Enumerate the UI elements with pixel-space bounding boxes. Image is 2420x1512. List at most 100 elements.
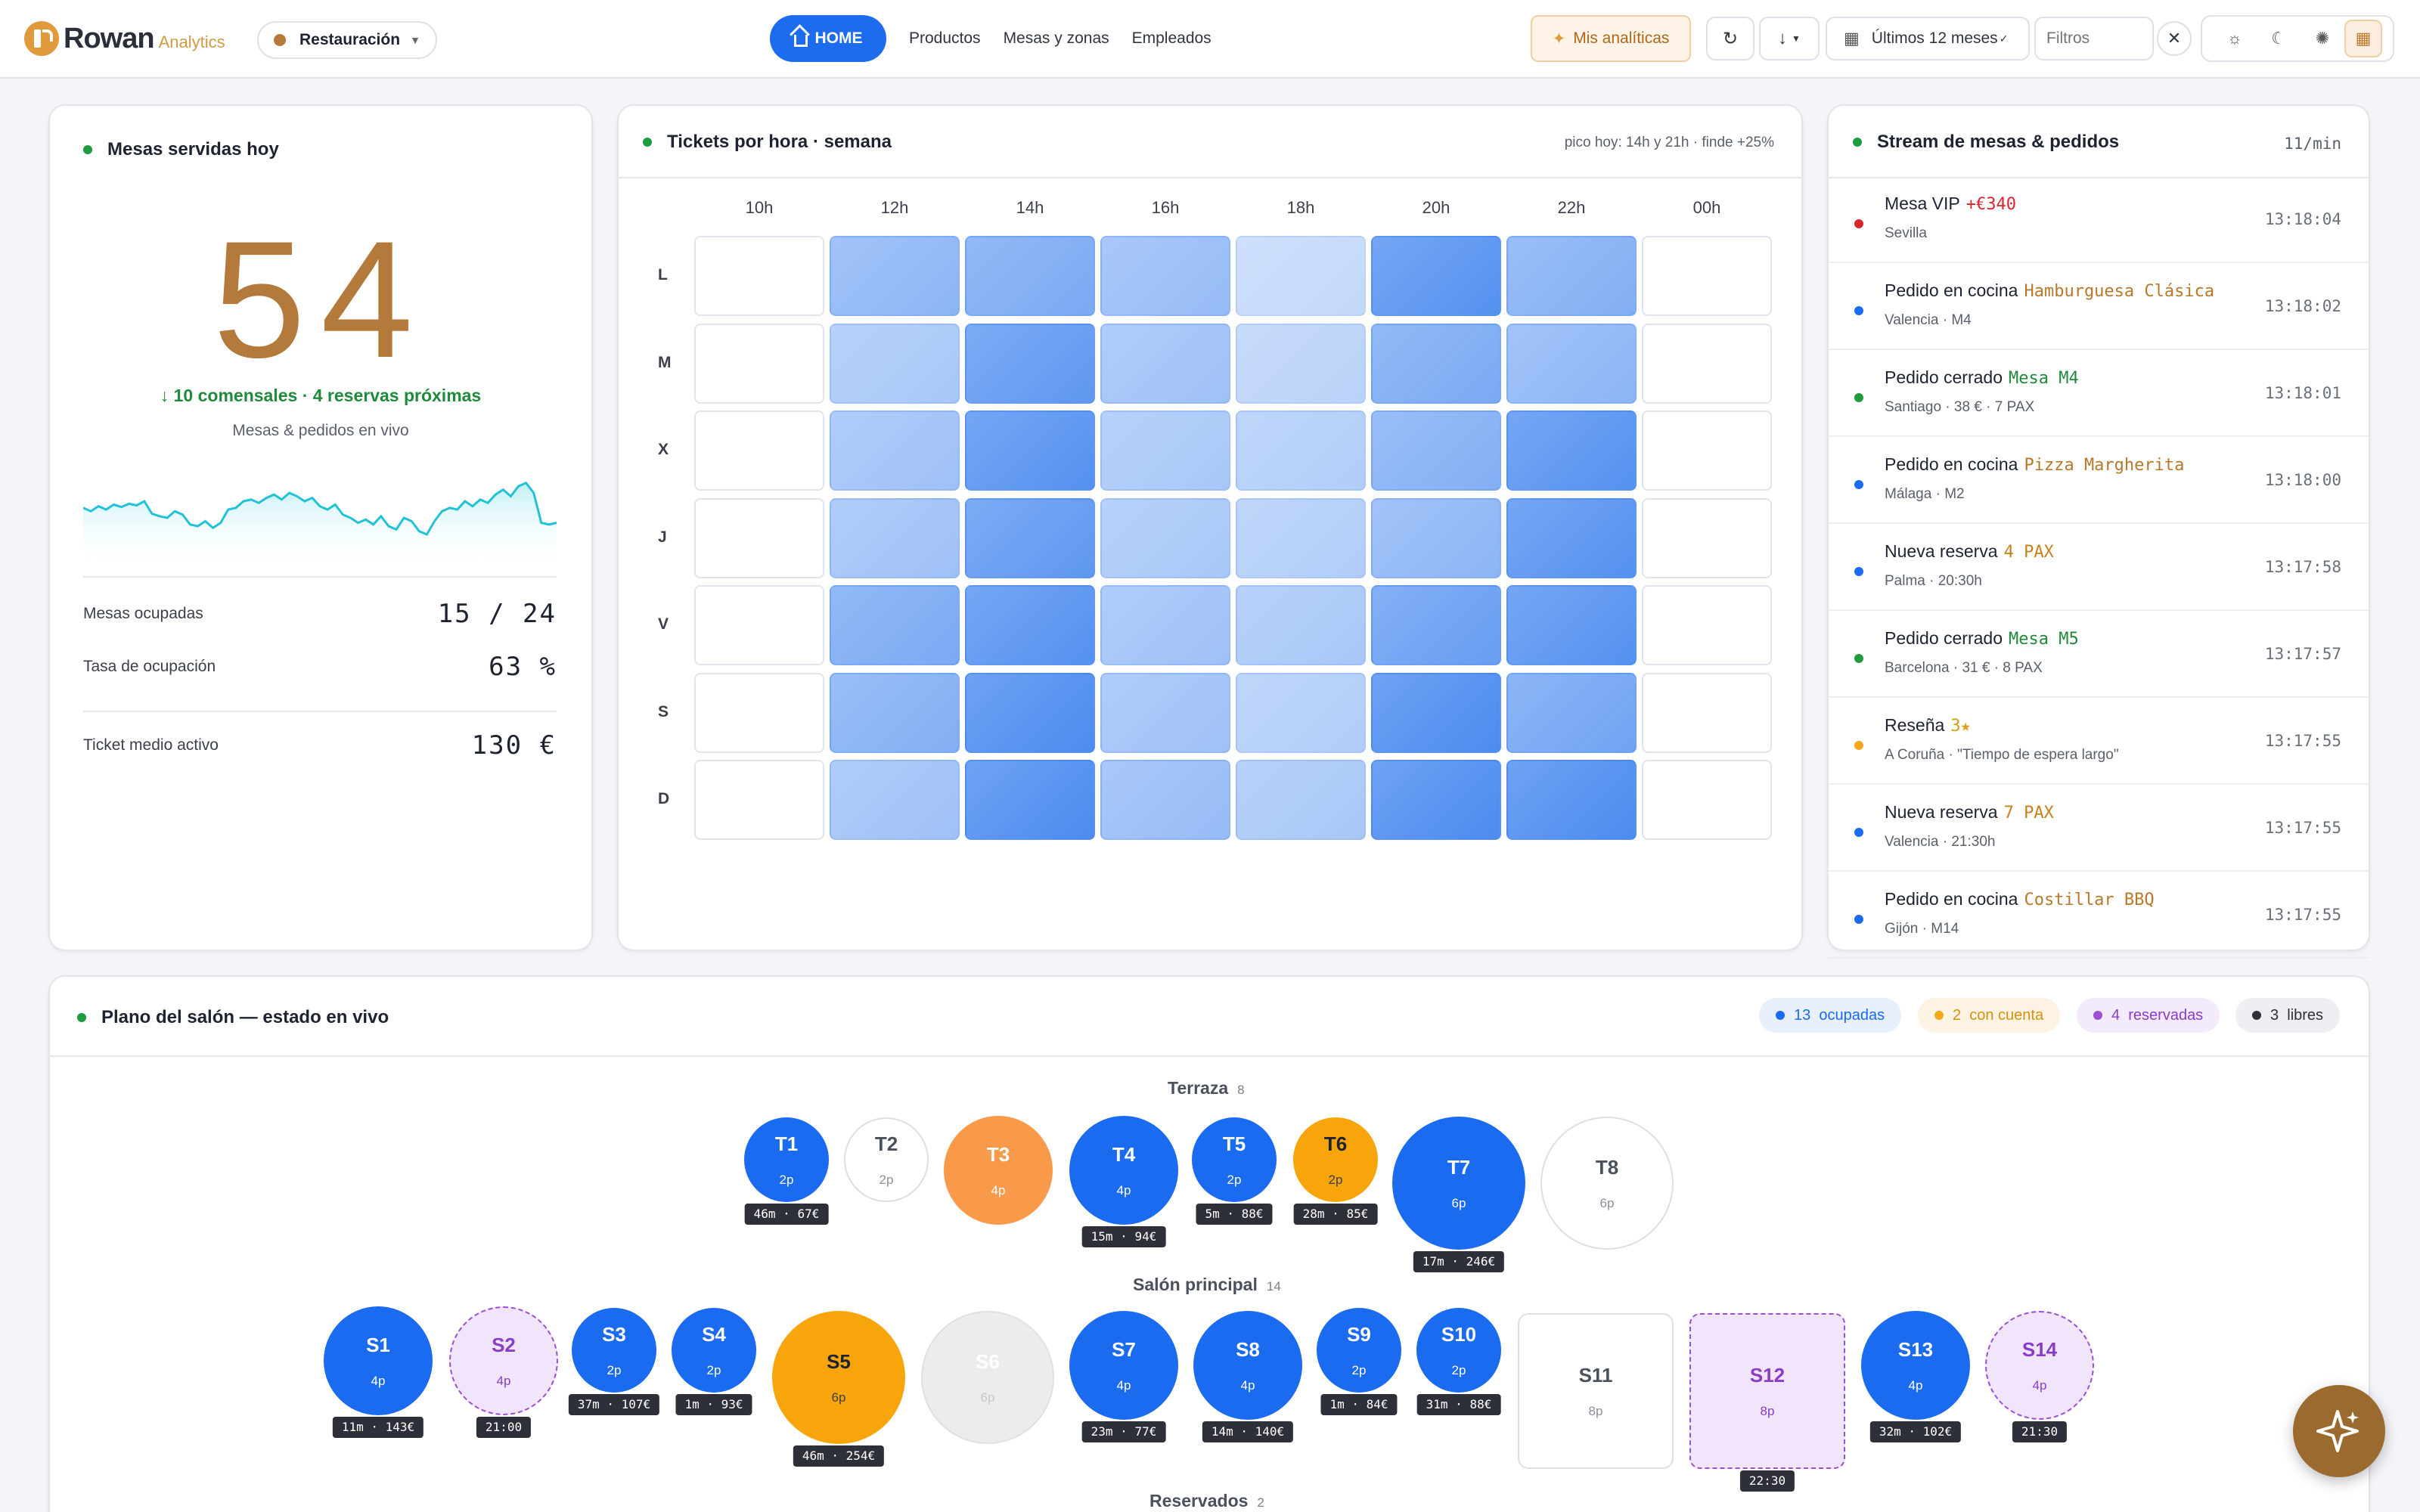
table-s10[interactable]: S10 2p <box>1416 1308 1501 1393</box>
legend-libres[interactable]: 3 libres <box>2235 998 2341 1033</box>
heatmap-cell[interactable] <box>965 411 1095 491</box>
nav-home[interactable]: HOME <box>770 15 886 62</box>
heatmap-cell[interactable] <box>694 672 824 753</box>
heatmap-cell[interactable] <box>1506 585 1637 665</box>
heatmap-cell[interactable] <box>1100 236 1230 316</box>
heatmap-cell[interactable] <box>1236 585 1366 665</box>
heatmap-cell[interactable] <box>1371 236 1501 316</box>
heatmap-cell[interactable] <box>830 236 960 316</box>
heatmap-cell[interactable] <box>694 323 824 404</box>
stream-item[interactable]: Pedido en cocina Hamburguesa Clásica Valen… <box>1829 264 2369 350</box>
table-s11[interactable]: S11 8p <box>1518 1313 1674 1469</box>
heatmap-cell[interactable] <box>830 411 960 491</box>
heatmap-cell[interactable] <box>694 411 824 491</box>
filters-input[interactable] <box>2034 17 2154 60</box>
nav-empleados[interactable]: Empleados <box>1131 29 1212 47</box>
heatmap-cell[interactable] <box>694 497 824 578</box>
heatmap-cell[interactable] <box>1371 323 1501 404</box>
stream-item[interactable]: Reseña 3★ A Coruña · "Tiempo de espera lar… <box>1829 699 2369 785</box>
sort-button[interactable]: ↓ ▼ <box>1759 17 1820 60</box>
heatmap-cell[interactable] <box>965 672 1095 753</box>
sun-icon[interactable]: ☼ <box>2226 29 2243 48</box>
heatmap-cell[interactable] <box>1371 497 1501 578</box>
period-select[interactable]: ▦ Últimos 12 meses ✓ <box>1826 17 2030 60</box>
heatmap-cell[interactable] <box>1236 760 1366 840</box>
refresh-button[interactable]: ↻ <box>1706 17 1754 60</box>
table-t2[interactable]: T2 2p <box>844 1117 929 1202</box>
table-t5[interactable]: T5 2p <box>1192 1117 1277 1202</box>
heatmap-cell[interactable] <box>1642 323 1772 404</box>
heatmap-cell[interactable] <box>1100 585 1230 665</box>
heatmap-cell[interactable] <box>1642 585 1772 665</box>
heatmap-cell[interactable] <box>1642 411 1772 491</box>
nav-mesas-zonas[interactable]: Mesas y zonas <box>1003 29 1109 47</box>
heatmap-cell[interactable] <box>1642 497 1772 578</box>
segment-select[interactable]: Restauración ▼ <box>257 21 437 59</box>
table-t6[interactable]: T6 2p <box>1293 1117 1378 1202</box>
heatmap-cell[interactable] <box>1506 323 1637 404</box>
auto-theme-icon[interactable]: ✺ <box>2315 29 2330 48</box>
table-t1[interactable]: T1 2p <box>744 1117 829 1202</box>
heatmap-cell[interactable] <box>965 236 1095 316</box>
table-s9[interactable]: S9 2p <box>1317 1308 1401 1393</box>
heatmap-cell[interactable] <box>1506 497 1637 578</box>
stream-item[interactable]: Pedido en cocina Costillar BBQ Gijón · M14… <box>1829 872 2369 959</box>
heatmap-cell[interactable] <box>694 760 824 840</box>
heatmap-cell[interactable] <box>830 497 960 578</box>
heatmap-cell[interactable] <box>965 585 1095 665</box>
heatmap-cell[interactable] <box>1642 236 1772 316</box>
heatmap-cell[interactable] <box>1236 411 1366 491</box>
heatmap-cell[interactable] <box>1371 672 1501 753</box>
nav-productos[interactable]: Productos <box>909 29 981 47</box>
legend-reservadas[interactable]: 4 reservadas <box>2077 998 2220 1033</box>
table-s2[interactable]: S2 4p <box>449 1306 558 1415</box>
heatmap-cell[interactable] <box>830 672 960 753</box>
heatmap-cell[interactable] <box>694 236 824 316</box>
table-s13[interactable]: S13 4p <box>1861 1311 1970 1420</box>
heatmap-cell[interactable] <box>694 585 824 665</box>
table-s8[interactable]: S8 4p <box>1193 1311 1302 1420</box>
heatmap-cell[interactable] <box>830 585 960 665</box>
heatmap-cell[interactable] <box>1236 497 1366 578</box>
table-s6[interactable]: S6 6p <box>921 1311 1054 1444</box>
heatmap-cell[interactable] <box>1236 672 1366 753</box>
stream-item[interactable]: Nueva reserva 7 PAX Valencia · 21:30h 13:17… <box>1829 785 2369 872</box>
heatmap-cell[interactable] <box>1100 760 1230 840</box>
moon-icon[interactable]: ☾ <box>2271 29 2286 48</box>
heatmap-cell[interactable] <box>1236 323 1366 404</box>
heatmap-cell[interactable] <box>1642 672 1772 753</box>
heatmap-cell[interactable] <box>830 760 960 840</box>
heatmap-cell[interactable] <box>1100 411 1230 491</box>
table-s7[interactable]: S7 4p <box>1069 1311 1178 1420</box>
stream-item[interactable]: Pedido cerrado Mesa M5 Barcelona · 31 € · … <box>1829 612 2369 698</box>
clear-filters-button[interactable]: ✕ <box>2157 21 2192 56</box>
stream-item[interactable]: Mesa VIP +€340 Sevilla 13:18:04 <box>1829 177 2369 263</box>
heatmap-cell[interactable] <box>1236 236 1366 316</box>
heatmap-cell[interactable] <box>1100 672 1230 753</box>
table-s1[interactable]: S1 4p <box>324 1306 433 1415</box>
stream-item[interactable]: Pedido cerrado Mesa M4 Santiago · 38 € · 7… <box>1829 351 2369 437</box>
analytics-button[interactable]: ✦ Mis analíticas <box>1531 15 1691 62</box>
heatmap-cell[interactable] <box>1506 760 1637 840</box>
table-t7[interactable]: T7 6p <box>1392 1117 1525 1250</box>
heatmap-cell[interactable] <box>1100 497 1230 578</box>
table-s14[interactable]: S14 4p <box>1985 1311 2094 1420</box>
heatmap-cell[interactable] <box>965 497 1095 578</box>
table-s5[interactable]: S5 6p <box>772 1311 905 1444</box>
heatmap-cell[interactable] <box>1371 411 1501 491</box>
legend-ocupadas[interactable]: 13 ocupadas <box>1759 998 1902 1033</box>
heatmap-cell[interactable] <box>965 760 1095 840</box>
heatmap-cell[interactable] <box>1371 760 1501 840</box>
logo[interactable]: Rowan Analytics <box>24 21 225 56</box>
heatmap-cell[interactable] <box>830 323 960 404</box>
grid-icon[interactable]: ▦ <box>2344 20 2382 57</box>
legend-con-cuenta[interactable]: 2 con cuenta <box>1918 998 2061 1033</box>
table-s12[interactable]: S12 8p <box>1689 1313 1845 1469</box>
heatmap-cell[interactable] <box>1371 585 1501 665</box>
stream-item[interactable]: Pedido en cocina Pizza Margherita Málaga ·… <box>1829 438 2369 524</box>
heatmap-cell[interactable] <box>1506 672 1637 753</box>
assistant-fab[interactable] <box>2293 1385 2385 1477</box>
heatmap-cell[interactable] <box>965 323 1095 404</box>
heatmap-cell[interactable] <box>1642 760 1772 840</box>
stream-item[interactable]: Nueva reserva 4 PAX Palma · 20:30h 13:17:58 <box>1829 525 2369 611</box>
